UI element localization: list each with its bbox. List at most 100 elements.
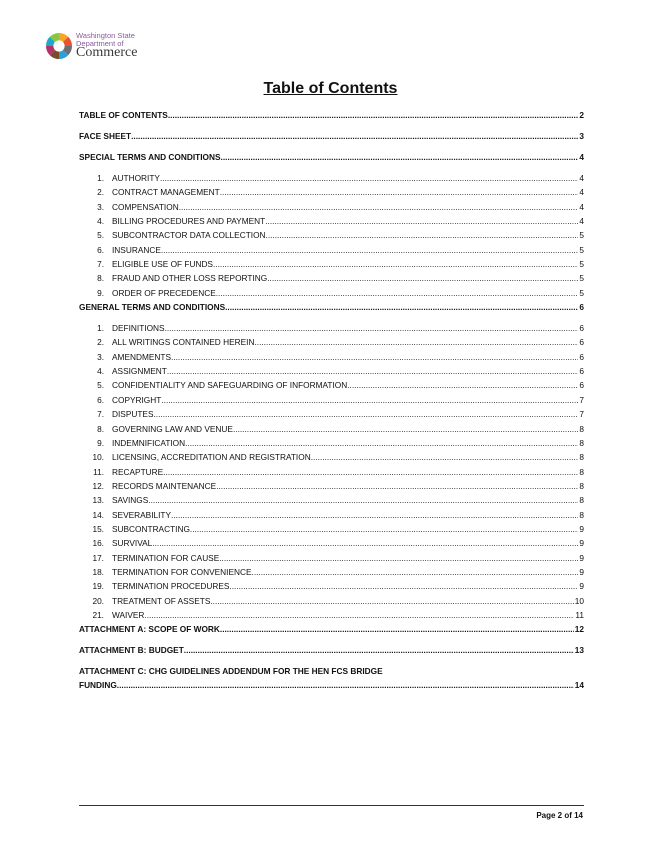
toc-entry[interactable]: ATTACHMENT A: SCOPE OF WORK 12 — [79, 624, 584, 645]
toc-entry-page: 6 — [579, 337, 584, 348]
toc-entry-page: 4 — [579, 216, 584, 227]
toc-entry-label: TERMINATION FOR CAUSE — [112, 552, 220, 563]
logo-line1: Washington State — [76, 31, 135, 40]
toc-entry[interactable]: 16. SURVIVAL 9 — [79, 538, 584, 552]
toc-entry-label: ATTACHMENT B: BUDGET — [79, 645, 184, 656]
toc-entry-page: 6 — [579, 380, 584, 391]
toc-entry-label: ASSIGNMENT — [112, 366, 167, 377]
dot-leader — [266, 230, 579, 240]
toc-entry[interactable]: 4. BILLING PROCEDURES AND PAYMENT 4 — [79, 216, 584, 230]
toc-entry-label: FUNDING — [79, 680, 117, 691]
toc-entry-label: SPECIAL TERMS AND CONDITIONS — [79, 152, 221, 162]
dot-leader — [152, 538, 578, 548]
toc-entry[interactable]: FUNDING 14 — [79, 680, 584, 694]
toc-entry[interactable]: 14. SEVERABILITY 8 — [79, 510, 584, 524]
toc-entry-number: 20. — [92, 595, 104, 606]
toc-entry[interactable]: 8. GOVERNING LAW AND VENUE 8 — [79, 424, 584, 438]
toc-entry-page: 5 — [579, 244, 584, 255]
toc-entry[interactable]: 18. TERMINATION FOR CONVENIENCE 9 — [79, 567, 584, 581]
toc-entry[interactable]: 8. FRAUD AND OTHER LOSS REPORTING 5 — [79, 273, 584, 287]
toc-entry[interactable]: 1. AUTHORITY 4 — [79, 173, 584, 187]
toc-entry[interactable]: 11. RECAPTURE 8 — [79, 467, 584, 481]
toc-entry-label: TABLE OF CONTENTS — [79, 110, 168, 120]
toc-entry-number: 4. — [97, 366, 104, 377]
toc-entry-number: 2. — [97, 187, 104, 198]
toc-entry[interactable]: 7. DISPUTES 7 — [79, 409, 584, 423]
toc-entry[interactable]: SPECIAL TERMS AND CONDITIONS 4 — [79, 152, 584, 173]
toc-entry-label: FRAUD AND OTHER LOSS REPORTING — [112, 273, 268, 284]
toc-entry-page: 5 — [579, 287, 584, 298]
toc-entry-page: 7 — [579, 409, 584, 420]
dot-leader — [160, 173, 578, 183]
toc-entry-page: 8 — [579, 495, 584, 506]
dot-leader — [311, 452, 579, 462]
dot-leader — [233, 424, 578, 434]
toc-entry[interactable]: FACE SHEET 3 — [79, 131, 584, 152]
dot-leader — [171, 352, 578, 362]
toc-entry-label: INDEMNIFICATION — [112, 437, 186, 448]
toc-entry-page: 4 — [579, 152, 584, 162]
toc-entry-label: SUBCONTRACTOR DATA COLLECTION — [112, 230, 266, 241]
toc-entry[interactable]: 3. AMENDMENTS 6 — [79, 352, 584, 366]
toc-entry-label: AUTHORITY — [112, 173, 160, 183]
toc-entry-number: 13. — [92, 495, 104, 506]
toc-entry[interactable]: 19. TERMINATION PROCEDURES 9 — [79, 581, 584, 595]
toc-entry-number: 14. — [92, 509, 104, 520]
toc-entry-number: 17. — [92, 552, 104, 563]
dot-leader — [220, 187, 579, 197]
toc-entry[interactable]: 17. TERMINATION FOR CAUSE 9 — [79, 553, 584, 567]
toc-entry-number: 9. — [97, 287, 104, 298]
dot-leader — [184, 645, 574, 655]
toc-entry-number: 3. — [97, 351, 104, 362]
toc-entry[interactable]: 1. DEFINITIONS 6 — [79, 323, 584, 337]
toc-entry[interactable]: 9. INDEMNIFICATION 8 — [79, 438, 584, 452]
toc-entry-page: 8 — [579, 480, 584, 491]
toc-entry[interactable]: 7. ELIGIBLE USE OF FUNDS 5 — [79, 259, 584, 273]
dot-leader — [347, 380, 578, 390]
toc-entry-number: 1. — [97, 173, 104, 183]
toc-entry-page: 9 — [579, 566, 584, 577]
toc-entry-number: 5. — [97, 230, 104, 241]
dot-leader — [179, 202, 579, 212]
toc-entry[interactable]: 6. INSURANCE 5 — [79, 245, 584, 259]
toc-entry-label: ALL WRITINGS CONTAINED HEREIN — [112, 337, 255, 348]
toc-entry[interactable]: 12. RECORDS MAINTENANCE 8 — [79, 481, 584, 495]
toc-entry-page: 8 — [579, 437, 584, 448]
dot-leader — [219, 553, 578, 563]
toc-entry-label: LICENSING, ACCREDITATION AND REGISTRATIO… — [112, 452, 311, 463]
toc-entry-number: 8. — [97, 273, 104, 284]
toc-entry[interactable]: 9. ORDER OF PRECEDENCE 5 — [79, 288, 584, 302]
toc-entry[interactable]: TABLE OF CONTENTS 2 — [79, 110, 584, 131]
toc-entry-page: 5 — [579, 230, 584, 241]
toc-entry-number: 15. — [92, 523, 104, 534]
toc-entry-number: 16. — [92, 538, 104, 549]
toc-entry[interactable]: ATTACHMENT B: BUDGET 13 — [79, 645, 584, 666]
toc-entry-label: ATTACHMENT A: SCOPE OF WORK — [79, 624, 220, 635]
toc-entry-label: TERMINATION PROCEDURES — [112, 581, 230, 592]
toc-entry[interactable]: 20. TREATMENT OF ASSETS 10 — [79, 596, 584, 610]
toc-entry[interactable]: 5. CONFIDENTIALITY AND SAFEGUARDING OF IN… — [79, 380, 584, 394]
toc-entry-number: 1. — [97, 323, 104, 334]
toc-entry[interactable]: 4. ASSIGNMENT 6 — [79, 366, 584, 380]
toc-entry[interactable]: 5. SUBCONTRACTOR DATA COLLECTION 5 — [79, 230, 584, 244]
toc-entry[interactable]: 13. SAVINGS 8 — [79, 495, 584, 509]
dot-leader — [221, 152, 579, 162]
toc-entry[interactable]: 15. SUBCONTRACTING 9 — [79, 524, 584, 538]
toc-entry-line1[interactable]: ATTACHMENT C: CHG GUIDELINES ADDENDUM FO… — [79, 666, 383, 677]
toc-entry[interactable]: GENERAL TERMS AND CONDITIONS 6 — [79, 302, 584, 323]
toc-entry-label: COPYRIGHT — [112, 394, 162, 405]
toc-entry[interactable]: 6. COPYRIGHT 7 — [79, 395, 584, 409]
dot-leader — [131, 131, 578, 141]
toc-entry[interactable]: 2. CONTRACT MANAGEMENT 4 — [79, 187, 584, 201]
toc-entry[interactable]: 2. ALL WRITINGS CONTAINED HEREIN 6 — [79, 337, 584, 351]
dot-leader — [185, 438, 578, 448]
toc-entry-page: 10 — [574, 595, 584, 606]
logo-line2: Department of — [76, 38, 124, 48]
toc-entry-number: 2. — [97, 337, 104, 348]
toc-entry-label: ELIGIBLE USE OF FUNDS — [112, 259, 213, 270]
toc-entry[interactable]: 10. LICENSING, ACCREDITATION AND REGISTRA… — [79, 452, 584, 466]
toc-entry-label: GOVERNING LAW AND VENUE — [112, 423, 233, 434]
toc-entry[interactable]: 3. COMPENSATION 4 — [79, 202, 584, 216]
toc-entry[interactable]: 21. WAIVER 11 — [79, 610, 584, 624]
dot-leader — [216, 288, 579, 298]
